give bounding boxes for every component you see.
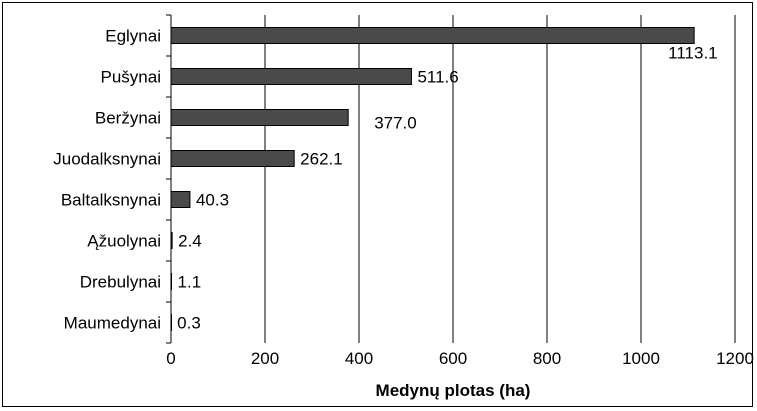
x-tick-label: 600 <box>439 349 467 368</box>
data-label: 1.1 <box>178 273 202 292</box>
bar <box>170 191 191 208</box>
bar <box>170 150 295 167</box>
category-label: Drebulynai <box>80 273 161 292</box>
x-tick-label: 400 <box>345 349 373 368</box>
x-tick-label: 800 <box>533 349 561 368</box>
category-label: Baltalksnynai <box>61 191 161 210</box>
value-labels: 1113.1 511.6 377.0 262.1 40.3 2.4 1.1 0.3 <box>177 44 718 333</box>
category-label: Maumedynai <box>64 314 161 333</box>
bar <box>170 27 695 44</box>
category-label: Ąžuolynai <box>87 232 161 251</box>
x-tick-label: 1200 <box>716 349 754 368</box>
data-label: 377.0 <box>374 114 417 133</box>
bar <box>170 109 349 126</box>
bar <box>170 314 172 331</box>
bars <box>170 27 695 331</box>
x-axis-title: Medynų plotas (ha) <box>376 381 531 400</box>
bar <box>170 273 173 290</box>
data-label: 40.3 <box>196 191 229 210</box>
category-label: Beržynai <box>95 109 161 128</box>
category-labels: Eglynai Pušynai Beržynai Juodalksnynai Balta… <box>53 27 161 333</box>
bar <box>170 68 412 85</box>
data-label: 262.1 <box>300 150 343 169</box>
category-label: Pušynai <box>101 68 161 87</box>
data-label: 511.6 <box>417 68 458 87</box>
data-label: 2.4 <box>178 232 202 251</box>
x-tick-label: 200 <box>251 349 279 368</box>
bar <box>170 232 173 249</box>
grid-lines <box>166 14 736 344</box>
data-label: 0.3 <box>177 314 201 333</box>
x-tick-label: 0 <box>166 349 175 368</box>
x-tick-label: 1000 <box>622 349 660 368</box>
data-label: 1113.1 <box>668 44 717 63</box>
category-label: Juodalksnynai <box>53 150 161 169</box>
x-tick-labels: 0 200 400 600 800 1000 1200 <box>166 349 754 368</box>
category-label: Eglynai <box>105 27 161 46</box>
